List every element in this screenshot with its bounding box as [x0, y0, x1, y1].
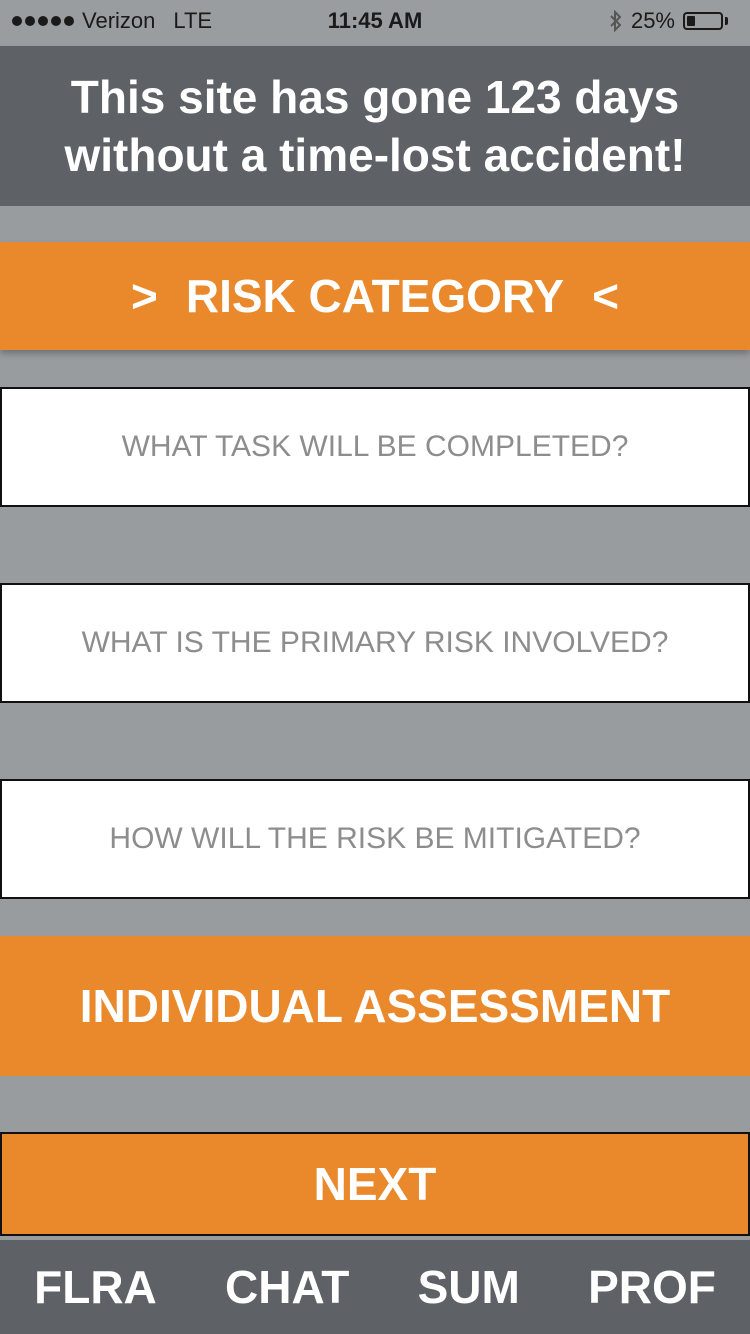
carrier-name: Verizon [82, 8, 156, 33]
bottom-tab-bar: FLRA CHAT SUM PROF [0, 1240, 750, 1334]
tab-sum[interactable]: SUM [417, 1261, 520, 1313]
next-button[interactable]: NEXT [0, 1132, 750, 1236]
individual-assessment-button[interactable]: INDIVIDUAL ASSESSMENT [0, 936, 750, 1076]
bluetooth-icon [610, 10, 622, 32]
mitigation-input[interactable] [2, 780, 748, 898]
battery-icon [683, 12, 723, 30]
status-bar-left: Verizon LTE [12, 8, 212, 34]
banner-line-1: This site has gone 123 days [70, 71, 680, 123]
status-time: 11:45 AM [327, 8, 423, 33]
safety-banner: This site has gone 123 days without a ti… [0, 46, 750, 206]
risk-field-container [0, 583, 750, 703]
tab-chat[interactable]: CHAT [225, 1261, 350, 1313]
previous-category-arrow[interactable]: > [131, 270, 158, 322]
status-bar-right: 25% [609, 8, 728, 34]
risk-category-label: RISK CATEGORY [185, 270, 565, 322]
next-category-arrow[interactable]: < [592, 270, 619, 322]
task-input[interactable] [2, 388, 748, 506]
primary-risk-input[interactable] [2, 584, 748, 702]
battery-nub [725, 17, 728, 25]
network-type: LTE [173, 8, 213, 33]
individual-assessment-label: INDIVIDUAL ASSESSMENT [79, 980, 671, 1032]
mitigation-field-container [0, 779, 750, 899]
status-bar: Verizon LTE 11:45 AM 25% [0, 0, 750, 42]
battery-fill [687, 16, 695, 26]
battery-percent: 25% [630, 8, 675, 33]
task-field-container [0, 387, 750, 507]
tab-prof[interactable]: PROF [588, 1261, 716, 1313]
signal-strength-icon [12, 16, 74, 26]
risk-category-selector[interactable]: > RISK CATEGORY < [0, 242, 750, 350]
banner-line-2: without a time-lost accident! [64, 129, 686, 181]
next-button-label: NEXT [313, 1158, 437, 1210]
tab-flra[interactable]: FLRA [34, 1261, 157, 1313]
